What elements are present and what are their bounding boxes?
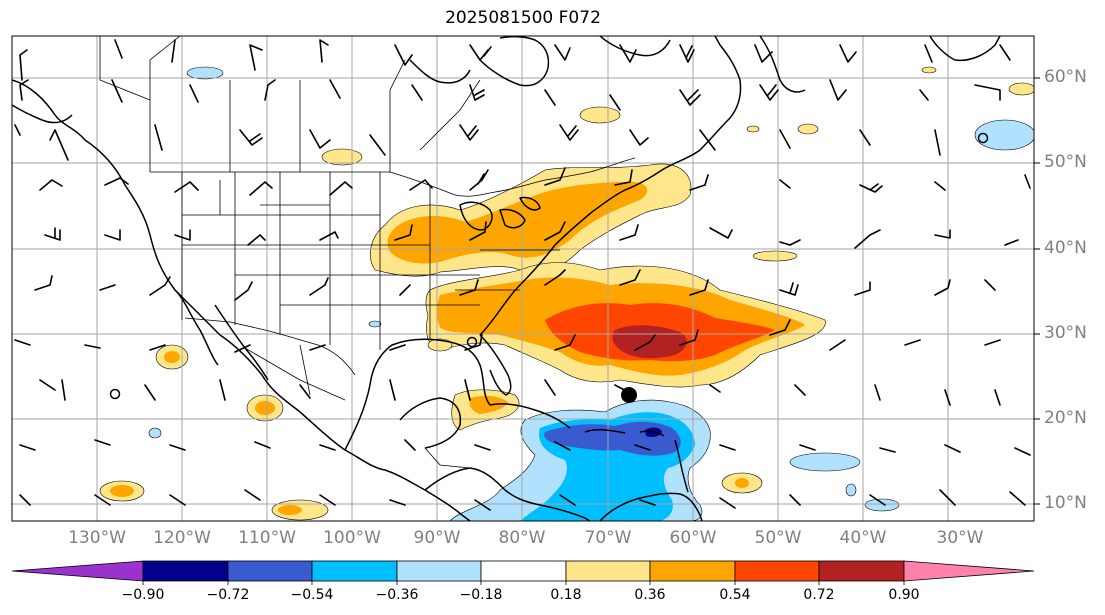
colorbar-segment — [818, 560, 905, 582]
colorbar-tick-label: −0.54 — [290, 587, 334, 603]
colorbar-tick-label: −0.72 — [206, 587, 250, 603]
latitude-label: 40°N — [1044, 238, 1087, 258]
colorbar-segment — [649, 560, 736, 582]
map-area — [12, 36, 1034, 521]
colorbar-extend-low — [11, 560, 144, 582]
longitude-label: 120°W — [153, 528, 211, 548]
longitude-label: 80°W — [498, 528, 546, 548]
colorbar-tick-label: 0.72 — [803, 587, 835, 603]
longitude-label: 30°W — [936, 528, 984, 548]
colorbar — [11, 560, 1035, 585]
colorbar-tick-label: 0.18 — [550, 587, 582, 603]
longitude-label: 50°W — [754, 528, 802, 548]
latitude-label: 20°N — [1044, 408, 1087, 428]
colorbar-segment — [227, 560, 313, 582]
latitude-label: 60°N — [1044, 67, 1087, 87]
colorbar-segment — [142, 560, 229, 582]
colorbar-tick-label: −0.90 — [121, 587, 165, 603]
colorbar-segment — [396, 560, 482, 582]
colorbar-tick-label: 0.90 — [888, 587, 920, 603]
colorbar-segment — [480, 560, 567, 582]
colorbar-segment — [565, 560, 651, 582]
map-frame — [11, 35, 1035, 522]
wind-barbs — [14, 39, 1031, 511]
calm-circle — [466, 336, 478, 348]
colorbar-segment — [311, 560, 398, 582]
map-title: 2025081500 F072 — [445, 8, 601, 28]
longitude-label: 130°W — [68, 528, 126, 548]
colorbar-tick-label: −0.36 — [375, 587, 419, 603]
latitude-ticks — [1034, 77, 1040, 505]
colorbar-extend-high — [903, 560, 1035, 582]
latitude-label: 50°N — [1044, 152, 1087, 172]
latitude-label: 10°N — [1044, 493, 1087, 513]
colorbar-segment — [734, 560, 820, 582]
colorbar-tick-label: 0.36 — [634, 587, 666, 603]
coastlines — [12, 36, 1001, 521]
storm-center-marker — [621, 387, 637, 403]
longitude-label: 60°W — [669, 528, 717, 548]
colorbar-tick-label: −0.18 — [459, 587, 503, 603]
calm-circle — [977, 132, 989, 144]
longitude-label: 40°W — [839, 528, 887, 548]
calm-circle — [109, 388, 121, 400]
longitude-label: 110°W — [238, 528, 296, 548]
political-borders — [99, 36, 636, 469]
latitude-label: 30°N — [1044, 323, 1087, 343]
longitude-label: 90°W — [413, 528, 461, 548]
colorbar-tick-label: 0.54 — [719, 587, 751, 603]
longitude-label: 70°W — [584, 528, 632, 548]
longitude-label: 100°W — [323, 528, 381, 548]
